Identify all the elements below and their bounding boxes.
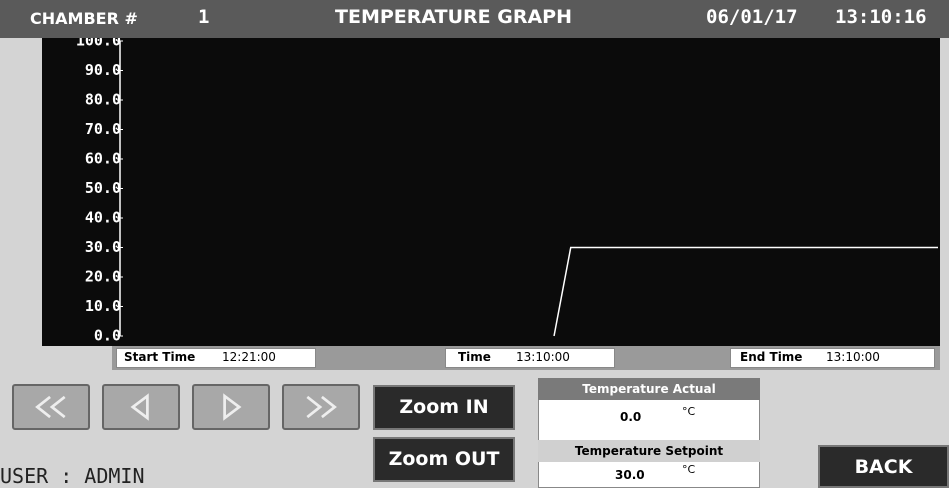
end-label: End Time: [740, 350, 802, 364]
y-tick-label: 20.0: [85, 268, 121, 286]
zoom-out-button[interactable]: Zoom OUT: [373, 437, 515, 482]
screen-title: TEMPERATURE GRAPH: [335, 6, 572, 28]
hmi-screen: CHAMBER # 1 TEMPERATURE GRAPH 06/01/17 1…: [0, 0, 949, 488]
y-tick-label: 90.0: [85, 61, 121, 79]
plot-background: [42, 38, 940, 346]
back-button[interactable]: BACK: [818, 445, 949, 488]
rewind-button[interactable]: [102, 384, 180, 430]
y-tick-label: 40.0: [85, 209, 121, 227]
zoom-in-button[interactable]: Zoom IN: [373, 385, 515, 430]
y-tick-label: 60.0: [85, 150, 121, 168]
rewind-fast-button[interactable]: [12, 384, 90, 430]
y-tick-label: 30.0: [85, 238, 121, 256]
forward-fast-button[interactable]: [282, 384, 360, 430]
setpoint-label: Temperature Setpoint: [538, 440, 760, 462]
y-tick-label: 0.0: [94, 327, 121, 345]
actual-unit: °C: [682, 405, 695, 418]
chart: 0.0 10.0 20.0 30.0 40.0 50.0 60.0 70.0 80.0 90.0 1…: [42, 38, 940, 346]
setpoint-unit: °C: [682, 463, 695, 476]
date: 06/01/17: [706, 6, 798, 28]
forward-button[interactable]: [192, 384, 270, 430]
actual-label: Temperature Actual: [538, 378, 760, 400]
time-value: 13:10:00: [516, 350, 570, 364]
time-label: Time: [458, 350, 491, 364]
chamber-number: 1: [198, 6, 209, 28]
setpoint-value: 30.0: [615, 468, 645, 482]
user-label: USER : ADMIN: [0, 464, 145, 488]
y-tick-label: 50.0: [85, 179, 121, 197]
start-time: 12:21:00: [222, 350, 276, 364]
y-tick-label: 10.0: [85, 297, 121, 315]
y-tick-label: 80.0: [85, 91, 121, 109]
actual-value: 0.0: [620, 410, 641, 424]
start-label: Start Time: [124, 350, 195, 364]
y-tick-label: 100.0: [76, 38, 121, 50]
y-tick-label: 70.0: [85, 120, 121, 138]
end-time: 13:10:00: [826, 350, 880, 364]
chamber-label: CHAMBER #: [30, 9, 138, 28]
clock: 13:10:16: [835, 6, 927, 28]
